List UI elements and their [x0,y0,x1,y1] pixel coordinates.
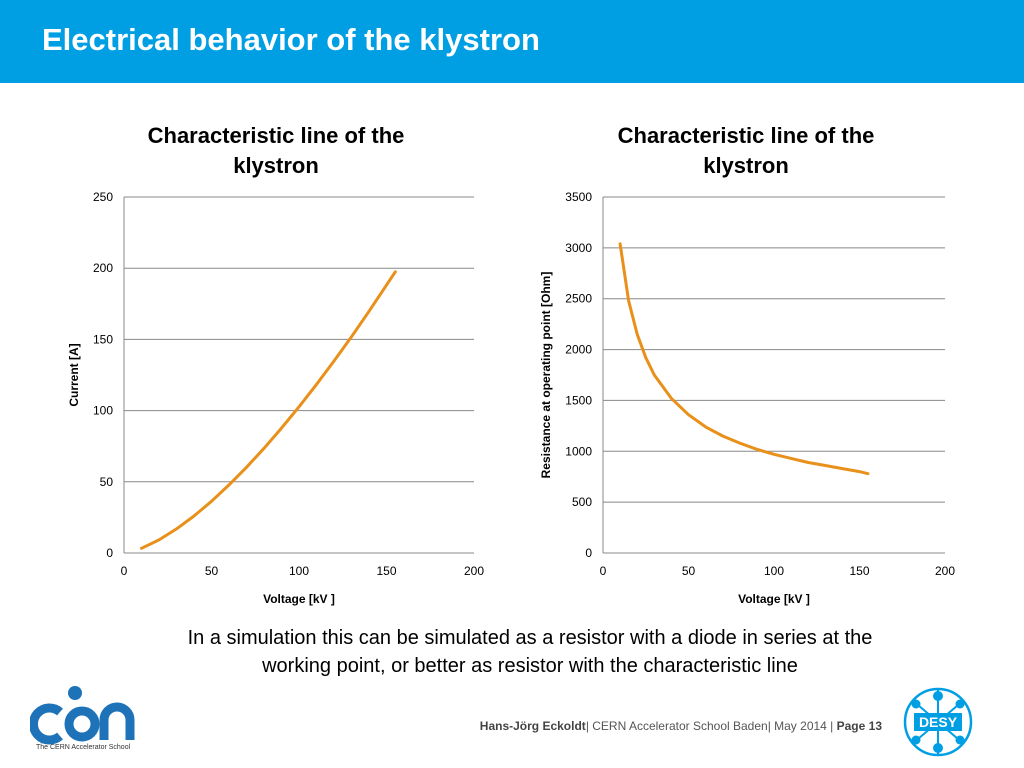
x-tick-label: 50 [682,564,696,578]
y-tick-label: 1500 [565,393,592,407]
title-bar [0,0,1024,83]
y-tick-label: 3000 [565,241,592,255]
x-tick-label: 50 [205,564,219,578]
footer-page: Page 13 [836,719,882,733]
y-axis-label: Current [A] [67,343,81,406]
chart-2: Characteristic line of theklystron050010… [539,123,955,606]
y-tick-label: 2000 [565,343,592,357]
y-tick-label: 0 [585,546,592,560]
y-tick-label: 0 [106,546,113,560]
footer-school: | CERN Accelerator School Baden| May 201… [585,719,837,733]
x-tick-label: 200 [935,564,955,578]
cas-logo [30,686,135,745]
y-tick-label: 1000 [565,444,592,458]
x-axis-label: Voltage [kV ] [263,592,335,606]
y-tick-label: 150 [93,332,113,346]
y-axis-label: Resistance at operating point [Ohm] [539,272,553,479]
y-tick-label: 500 [572,495,592,509]
y-tick-label: 50 [100,475,114,489]
x-tick-label: 100 [289,564,309,578]
caption-line-2: working point, or better as resistor wit… [262,655,798,677]
chart-title-line: klystron [233,153,319,178]
cas-logo-caption: The CERN Accelerator School [36,744,131,751]
y-tick-label: 100 [93,404,113,418]
x-tick-label: 100 [764,564,784,578]
series-line [140,270,397,550]
chart-title-line: Characteristic line of the [618,123,875,148]
y-tick-label: 250 [93,190,113,204]
desy-logo-text: DESY [919,714,958,730]
x-tick-label: 200 [464,564,484,578]
x-tick-label: 0 [121,564,128,578]
y-tick-label: 3500 [565,190,592,204]
caption: In a simulation this can be simulated as… [60,624,1000,680]
chart-title-line: klystron [703,153,789,178]
y-tick-label: 200 [93,261,113,275]
chart-1: Characteristic line of the klystron 0 50 100… [67,123,484,606]
slide-title: Electrical behavior of the klystron [42,22,540,57]
x-tick-label: 150 [376,564,396,578]
caption-line-1: In a simulation this can be simulated as… [187,627,873,649]
charts-canvas: Characteristic line of the klystron 0 50 100… [67,123,955,606]
chart-title-line: Characteristic line of the [148,123,405,148]
footer-author: Hans-Jörg Eckoldt [479,719,586,733]
series-line [618,242,870,476]
x-tick-label: 150 [849,564,869,578]
y-tick-label: 2500 [565,292,592,306]
x-tick-label: 0 [600,564,607,578]
desy-logo: DESY [903,687,973,757]
footer: Hans-Jörg Eckoldt| CERN Accelerator Scho… [480,719,882,733]
x-axis-label: Voltage [kV ] [738,592,810,606]
